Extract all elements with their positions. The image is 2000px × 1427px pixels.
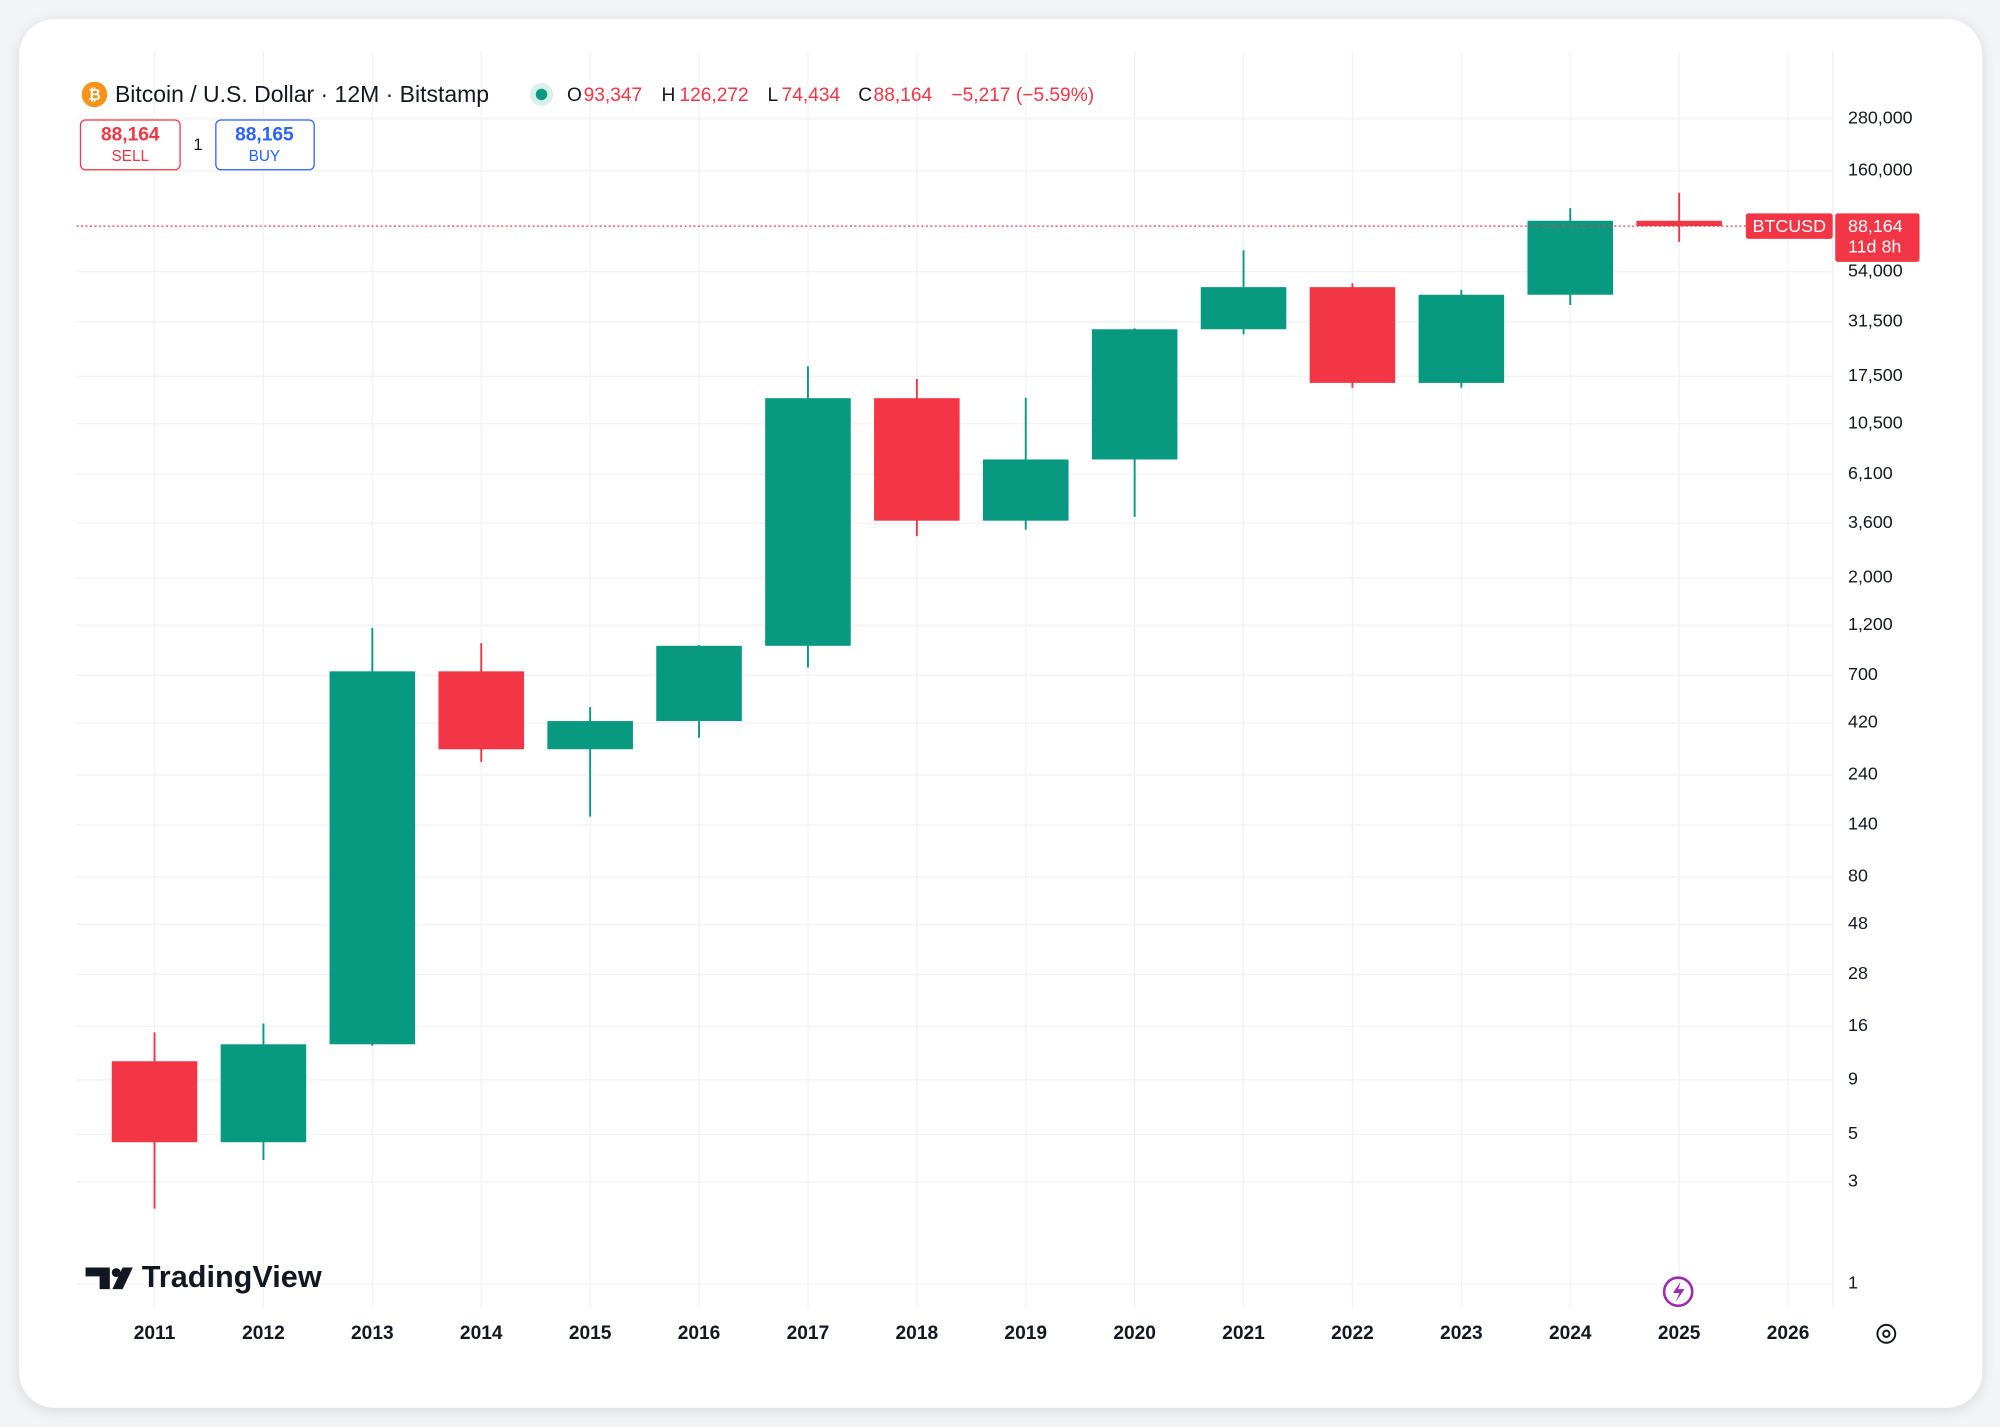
x-tick-label: 2024 <box>1549 1323 1592 1344</box>
x-tick-label: 2023 <box>1440 1323 1483 1344</box>
y-tick-label: 9 <box>1848 1069 1858 1089</box>
symbol-tag <box>1745 213 1833 239</box>
y-tick-label: 16 <box>1848 1015 1868 1035</box>
open-key: O <box>567 85 582 106</box>
candle-body <box>1527 220 1614 295</box>
change-value: −5,217 (−5.59%) <box>951 85 1094 106</box>
x-tick-label: 2025 <box>1658 1323 1701 1344</box>
candle-body <box>1636 220 1722 227</box>
tv-logo-icon <box>85 1267 133 1290</box>
low-value: 74,434 <box>782 85 841 106</box>
y-tick-label: 3,600 <box>1848 512 1893 532</box>
candle-body <box>547 721 633 750</box>
x-tick-label: 2011 <box>134 1323 176 1344</box>
high-value: 126,272 <box>679 85 748 106</box>
x-tick-label: 2019 <box>1004 1323 1047 1344</box>
candle-body <box>1200 287 1287 330</box>
y-tick-label: 420 <box>1848 712 1878 732</box>
y-tick-label: 28 <box>1848 963 1868 983</box>
candles <box>76 192 1746 1209</box>
market-status-dot <box>535 88 548 101</box>
y-tick-label: 6,100 <box>1848 463 1893 483</box>
close-key: C <box>858 85 872 106</box>
x-tick-label: 2018 <box>896 1323 939 1344</box>
y-tick-label: 700 <box>1848 664 1878 684</box>
y-tick-label: 5 <box>1848 1123 1858 1143</box>
y-tick-label: 160,000 <box>1848 159 1913 179</box>
x-tick-label: 2014 <box>460 1323 503 1344</box>
spark-glyph <box>1673 1281 1685 1302</box>
x-tick-label: 2022 <box>1331 1323 1374 1344</box>
card <box>19 19 1983 1408</box>
high-key: H <box>662 85 676 106</box>
price-label: 88,164 <box>1848 216 1903 236</box>
candle-body <box>982 459 1069 521</box>
tv-logo-dot <box>111 1268 121 1278</box>
candle-body <box>1091 329 1178 460</box>
candle-body <box>220 1044 307 1143</box>
y-tick-label: 54,000 <box>1848 260 1903 280</box>
sell-label[interactable]: SELL <box>112 148 149 165</box>
y-tick-label: 2,000 <box>1848 567 1893 587</box>
x-tick-label: 2016 <box>678 1323 721 1344</box>
y-tick-label: 31,500 <box>1848 310 1903 330</box>
watermark: TradingView <box>142 1260 322 1294</box>
candle-body <box>765 398 851 646</box>
y-tick-label: 140 <box>1848 814 1878 834</box>
spark-icon[interactable] <box>1662 1276 1694 1308</box>
sell-price[interactable]: 88,164 <box>101 124 160 145</box>
gear-inner[interactable] <box>1882 1329 1891 1338</box>
candle-body <box>656 645 742 722</box>
y-tick-label: 3 <box>1848 1171 1858 1191</box>
x-tick-label: 2021 <box>1222 1323 1265 1344</box>
open-value: 93,347 <box>584 85 643 106</box>
buy-box[interactable] <box>215 119 315 171</box>
x-tick-label: 2015 <box>569 1323 612 1344</box>
x-tick-label: 2012 <box>242 1323 285 1344</box>
sell-box[interactable] <box>79 119 181 171</box>
y-tick-label: 17,500 <box>1848 365 1903 385</box>
close-value: 88,164 <box>874 85 933 106</box>
candle-body <box>111 1061 198 1143</box>
y-tick-label: 80 <box>1848 866 1868 886</box>
buy-price[interactable]: 88,165 <box>235 124 294 145</box>
x-tick-label: 2020 <box>1113 1323 1156 1344</box>
countdown-label: 11d 8h <box>1848 236 1901 256</box>
labels: 1 3 5 9 16 28 48 80 140 240 420 700 1,200 2,000 3,600 6… <box>134 107 1920 1344</box>
y-tick-label: 280,000 <box>1848 107 1913 127</box>
bitcoin-icon <box>81 81 108 108</box>
symbol-label: BTCUSD <box>1753 216 1827 236</box>
low-key: L <box>768 85 779 106</box>
candle-body <box>438 671 525 750</box>
sell-button[interactable]: 88,164 SELL <box>79 119 181 171</box>
y-tick-label: 10,500 <box>1848 412 1903 432</box>
candle-body <box>1418 294 1505 383</box>
chart-title: Bitcoin / U.S. Dollar · 12M · Bitstamp <box>115 81 489 107</box>
gear-outer[interactable] <box>1876 1323 1897 1344</box>
x-tick-label: 2013 <box>351 1323 394 1344</box>
bitcoin-icon-glyph: ₿ <box>88 87 100 104</box>
x-tick-label: 2017 <box>787 1323 830 1344</box>
candle-body <box>1309 287 1396 383</box>
quantity: 1 <box>193 135 202 154</box>
buy-button[interactable]: 88,165 BUY <box>215 119 315 171</box>
y-tick-label: 48 <box>1848 913 1868 933</box>
settings-icon[interactable] <box>1876 1323 1897 1344</box>
candle-body <box>329 671 416 1045</box>
price-tag <box>1835 213 1920 262</box>
y-tick-label: 1 <box>1848 1273 1858 1293</box>
y-tick-label: 240 <box>1848 764 1878 784</box>
x-tick-label: 2026 <box>1767 1323 1810 1344</box>
candle-body <box>874 398 960 521</box>
y-tick-label: 1,200 <box>1848 614 1893 634</box>
buy-label[interactable]: BUY <box>249 148 281 165</box>
